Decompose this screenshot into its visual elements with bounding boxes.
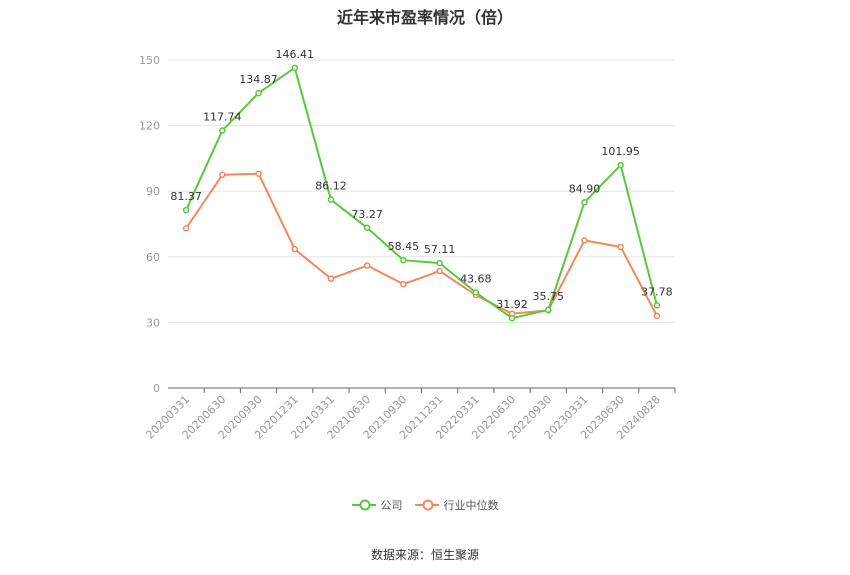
data-label: 35.75 bbox=[533, 290, 565, 303]
legend-marker bbox=[422, 499, 433, 511]
data-point bbox=[581, 199, 588, 206]
data-point bbox=[400, 280, 407, 288]
data-point bbox=[653, 312, 661, 320]
data-point bbox=[581, 237, 588, 244]
legend: 公司 行业中位数 bbox=[0, 497, 850, 514]
data-point bbox=[255, 89, 262, 97]
data-point bbox=[617, 161, 624, 169]
legend-label: 公司 bbox=[380, 499, 403, 512]
y-tick-label: 30 bbox=[146, 316, 160, 329]
y-tick-label: 0 bbox=[153, 382, 160, 395]
legend-swatch bbox=[414, 499, 439, 511]
legend-item[interactable]: 行业中位数 bbox=[414, 497, 499, 513]
grid-lines bbox=[168, 59, 675, 323]
chart-title: 近年来市盈率情况（倍） bbox=[336, 8, 513, 27]
data-point bbox=[436, 259, 443, 267]
legend-marker bbox=[359, 499, 370, 511]
data-point bbox=[436, 267, 443, 275]
data-label: 146.41 bbox=[276, 48, 315, 61]
legend-swatch bbox=[351, 499, 376, 511]
data-labels: 81.37 117.74 134.87 146.41 86.12 73.27 58.45 57… bbox=[170, 48, 672, 311]
data-point bbox=[182, 225, 190, 232]
y-tick-label: 120 bbox=[139, 120, 160, 133]
data-label: 58.45 bbox=[388, 240, 420, 253]
data-point bbox=[653, 302, 661, 309]
data-label: 84.90 bbox=[569, 182, 601, 195]
data-label: 101.95 bbox=[601, 145, 640, 158]
data-label: 117.74 bbox=[203, 111, 242, 124]
data-point bbox=[182, 206, 190, 214]
data-point bbox=[255, 170, 262, 177]
data-point bbox=[400, 256, 407, 264]
data-point bbox=[327, 196, 335, 203]
series-lines bbox=[185, 66, 658, 320]
data-label: 43.68 bbox=[460, 272, 492, 285]
series-points bbox=[182, 64, 661, 322]
y-tick-label: 150 bbox=[139, 54, 160, 67]
legend-label: 行业中位数 bbox=[443, 499, 499, 512]
data-point bbox=[327, 275, 335, 282]
data-point bbox=[219, 127, 226, 134]
data-label: 86.12 bbox=[315, 180, 347, 193]
data-point bbox=[617, 243, 624, 251]
data-point bbox=[363, 262, 371, 269]
data-label: 37.78 bbox=[641, 285, 673, 298]
y-tick-label: 90 bbox=[146, 185, 160, 198]
y-tick-label: 60 bbox=[146, 251, 160, 264]
data-point bbox=[219, 171, 226, 179]
data-point bbox=[291, 64, 298, 72]
data-point bbox=[545, 306, 552, 314]
data-point bbox=[363, 224, 371, 232]
data-label: 134.87 bbox=[239, 73, 278, 86]
data-source: 数据来源：恒生聚源 bbox=[370, 548, 479, 562]
legend-item[interactable]: 公司 bbox=[351, 497, 403, 513]
data-point bbox=[472, 289, 480, 296]
series-line bbox=[185, 66, 658, 320]
data-label: 81.37 bbox=[170, 190, 202, 203]
data-point bbox=[291, 245, 298, 253]
data-label: 73.27 bbox=[351, 208, 383, 221]
series-line bbox=[185, 172, 658, 317]
data-label: 31.92 bbox=[496, 298, 528, 311]
data-point bbox=[508, 314, 516, 322]
data-label: 57.11 bbox=[424, 243, 456, 256]
